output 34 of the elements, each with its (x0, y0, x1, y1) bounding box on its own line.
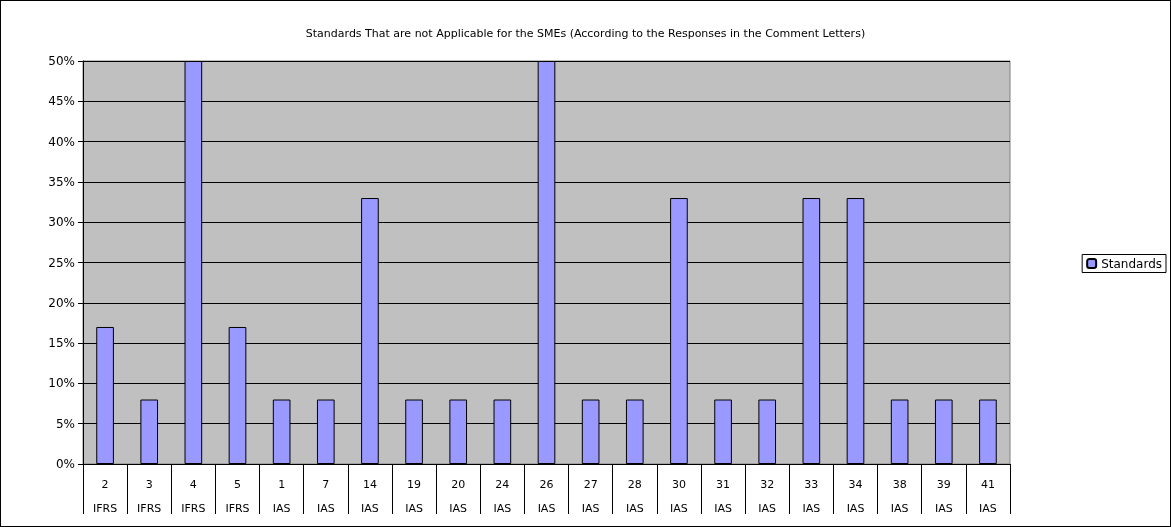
y-tick-label: 15% (48, 336, 75, 351)
x-tick-label: 41 IAS (979, 477, 997, 515)
x-tick-label: 20 IAS (449, 477, 468, 515)
y-tick-label: 20% (48, 295, 75, 310)
x-tick-label: 14 IAS (361, 477, 379, 515)
legend-label: Standards (1101, 256, 1162, 271)
x-tick-label: 3 IFRS (137, 477, 162, 515)
x-tick-label: 39 IAS (934, 477, 953, 515)
x-tick-label: 24 IAS (493, 477, 512, 515)
x-tick-label: 1 IAS (272, 477, 291, 515)
x-tick-label: 19 IAS (405, 477, 423, 515)
x-tick-label: 27 IAS (581, 477, 600, 515)
chart-title: Standards That are not Applicable for the SMEs (According to the Responses in the Comment Letters) (305, 27, 866, 40)
x-tick-label: 31 IAS (714, 477, 732, 515)
x-tick-label: 28 IAS (625, 477, 644, 515)
x-tick-label: 33 IAS (802, 477, 821, 515)
x-tick-label: 32 IAS (758, 477, 777, 515)
y-tick-label: 30% (48, 215, 75, 230)
y-tick-label: 10% (48, 376, 75, 391)
y-tick-label: 0% (55, 457, 75, 471)
y-tick-label: 25% (48, 255, 75, 270)
x-tick-label: 4 IFRS (181, 477, 206, 515)
x-tick-label: 38 IAS (890, 477, 909, 515)
x-tick-label: 5 IFRS (225, 477, 250, 515)
y-tick-label: 40% (48, 134, 75, 149)
x-tick-label: 26 IAS (537, 477, 556, 515)
y-tick-label: 50% (48, 54, 75, 68)
x-tick-label: 34 IAS (846, 477, 865, 515)
y-tick-label: 5% (55, 416, 75, 431)
x-tick-label: 2 IFRS (92, 477, 118, 515)
y-tick-label: 45% (48, 94, 75, 109)
x-tick-label: 30 IAS (670, 477, 688, 515)
x-tick-label: 7 IAS (316, 477, 335, 515)
y-tick-label: 35% (48, 174, 75, 189)
